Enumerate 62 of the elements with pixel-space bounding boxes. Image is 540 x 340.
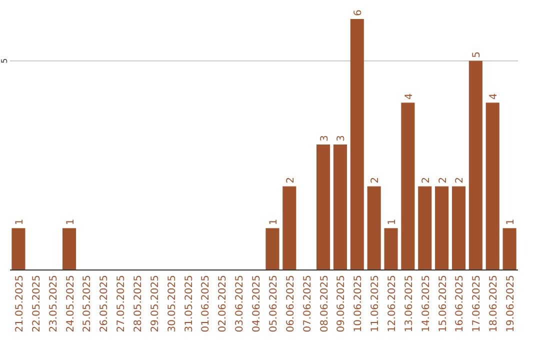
data-label: 3 [336, 135, 348, 142]
bar [350, 19, 364, 270]
x-tick-label: 31.05.2025 [184, 275, 195, 332]
bar [468, 60, 482, 270]
data-label: 5 [472, 51, 483, 58]
x-tick-label: 12.06.2025 [387, 275, 398, 332]
x-tick-label: 23.05.2025 [48, 275, 60, 332]
bar [384, 228, 398, 270]
x-tick-label: 09.06.2025 [336, 275, 348, 332]
x-tick-label: 22.05.2025 [31, 275, 42, 332]
data-label: 6 [353, 10, 364, 16]
data-label: 4 [488, 93, 500, 100]
data-label: 2 [370, 176, 382, 184]
data-label: 1 [506, 218, 517, 226]
bar [367, 186, 381, 270]
x-tick-label: 10.06.2025 [353, 275, 364, 332]
bar [401, 102, 415, 270]
bar [502, 228, 516, 270]
x-tick-label: 06.06.2025 [285, 275, 296, 332]
x-tick-label: 17.06.2025 [472, 275, 483, 332]
data-label: 1 [268, 218, 280, 226]
x-tick-label: 25.05.2025 [82, 275, 94, 332]
data-label: 1 [14, 218, 26, 226]
x-tick-label: 18.06.2025 [488, 275, 500, 332]
x-tick-label: 28.05.2025 [133, 275, 144, 332]
x-tick-label: 04.06.2025 [252, 275, 263, 332]
x-tick-label: 03.06.2025 [234, 275, 246, 332]
data-label: 3 [319, 135, 330, 142]
bar [452, 186, 466, 270]
bar [282, 186, 296, 270]
bar [333, 144, 347, 270]
bar [62, 228, 76, 270]
bar [316, 144, 330, 270]
x-tick-label: 30.05.2025 [166, 275, 178, 332]
data-label: 1 [65, 218, 76, 226]
data-label: 1 [387, 218, 398, 226]
x-tick-label: 24.05.2025 [65, 275, 76, 332]
x-tick-label: 13.06.2025 [404, 275, 415, 332]
x-tick-label: 14.06.2025 [420, 275, 432, 332]
x-tick-label: 29.05.2025 [150, 275, 161, 332]
x-tick-label: 15.06.2025 [438, 275, 449, 332]
data-label: 2 [285, 176, 296, 184]
x-tick-label: 27.05.2025 [116, 275, 128, 332]
x-tick-label: 01.06.2025 [200, 275, 212, 332]
data-label: 2 [454, 176, 466, 184]
bar [266, 228, 280, 270]
data-label: 4 [404, 93, 415, 100]
x-tick-label: 11.06.2025 [370, 275, 382, 332]
x-tick-label: 08.06.2025 [319, 275, 330, 332]
x-tick-label: 05.06.2025 [268, 275, 280, 332]
bar [12, 228, 26, 270]
data-label: 2 [438, 176, 449, 184]
bar [435, 186, 449, 270]
x-tick-label: 16.06.2025 [454, 275, 466, 332]
x-tick-label: 02.06.2025 [218, 275, 229, 332]
bar [418, 186, 432, 270]
x-tick-label: 21.05.2025 [14, 275, 26, 332]
bar [486, 102, 500, 270]
x-tick-label: 19.06.2025 [506, 275, 517, 332]
data-label: 2 [420, 176, 432, 184]
x-tick-label: 07.06.2025 [302, 275, 314, 332]
x-tick-label: 26.05.2025 [99, 275, 110, 332]
